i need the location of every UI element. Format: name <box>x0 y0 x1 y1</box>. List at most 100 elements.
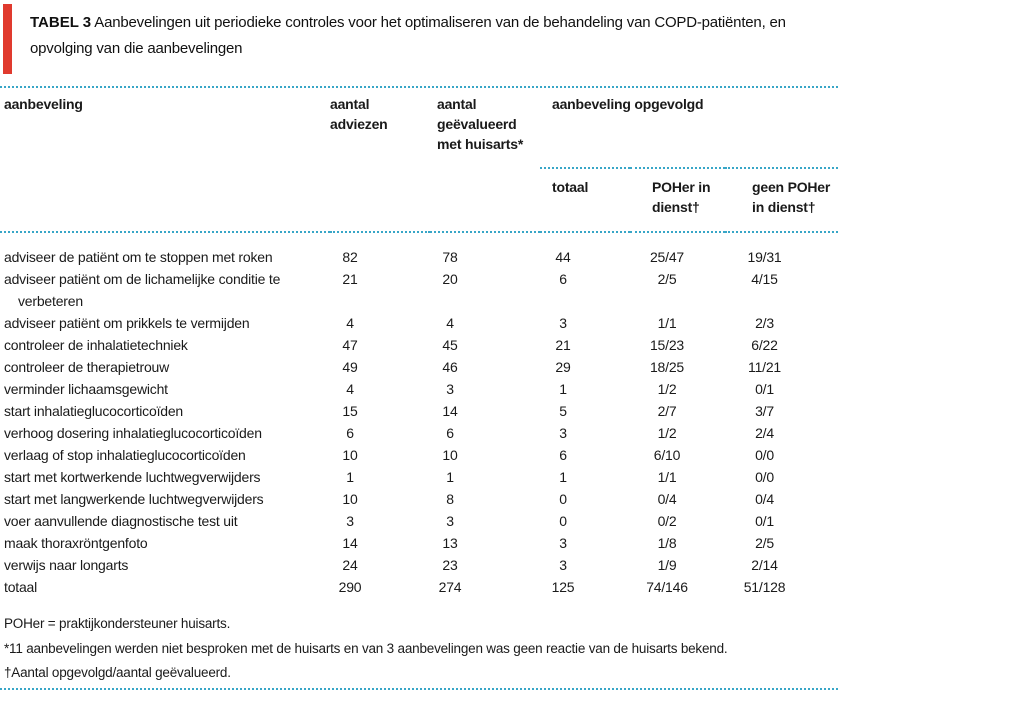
table-header: aanbeveling aantal adviezen aantal geëva… <box>0 88 839 233</box>
footnote-asterisk: *11 aanbevelingen werden niet besproken … <box>4 640 728 656</box>
row-value-aantal_adviezen: 24 <box>342 557 358 573</box>
row-value-totaal: 0 <box>559 491 567 507</box>
row-value-geen_poher_in_dienst: 2/5 <box>755 535 774 551</box>
row-value-geen_poher_in_dienst: 0/1 <box>755 381 774 397</box>
row-label: voer aanvullende diagnostische test uit <box>4 513 238 529</box>
col-header-aantal-adviezen: aantal adviezen <box>330 88 430 233</box>
row-label: verhoog dosering inhalatieglucocorticoïd… <box>4 425 262 441</box>
row-value-geen_poher_in_dienst: 0/0 <box>755 469 774 485</box>
row-value-totaal: 21 <box>555 337 571 353</box>
row-value-aantal_geevalueerd: 274 <box>438 579 462 595</box>
table-footnotes: POHer = praktijkondersteuner huisarts. *… <box>4 612 1014 686</box>
row-label: start met langwerkende luchtwegverwijder… <box>4 491 264 507</box>
table-row: adviseer patiënt om de lichamelijke cond… <box>0 268 838 312</box>
row-value-aantal_adviezen: 10 <box>342 491 358 507</box>
row-value-poher_in_dienst: 1/8 <box>657 535 677 551</box>
row-value-poher_in_dienst: 1/2 <box>657 381 677 397</box>
col-header-aantal-geevalueerd: aantal geëvalueerd met huisarts* <box>430 88 540 233</box>
row-label: verwijs naar longarts <box>4 557 129 573</box>
row-value-geen_poher_in_dienst: 2/3 <box>755 315 774 331</box>
row-value-geen_poher_in_dienst: 0/1 <box>755 513 774 529</box>
row-value-poher_in_dienst: 25/47 <box>649 249 685 265</box>
table-row: maak thoraxröntgenfoto 14 13 3 1/8 2/5 <box>0 532 838 554</box>
table-row: voer aanvullende diagnostische test uit 3… <box>0 510 838 532</box>
table-row: controleer de inhalatietechniek 47 45 21 15/… <box>0 334 838 356</box>
row-label: maak thoraxröntgenfoto <box>4 535 148 551</box>
row-value-aantal_geevalueerd: 23 <box>442 557 458 573</box>
row-value-aantal_adviezen: 10 <box>342 447 358 463</box>
row-value-poher_in_dienst: 0/4 <box>657 491 677 507</box>
row-value-totaal: 0 <box>559 513 567 529</box>
row-value-poher_in_dienst: 0/2 <box>657 513 677 529</box>
table-accent-bar <box>3 4 12 74</box>
divider-bottom <box>0 688 838 690</box>
row-value-totaal: 5 <box>559 403 567 419</box>
table-row: start inhalatieglucocorticoïden 15 14 5 2/7 3… <box>0 400 838 422</box>
row-value-geen_poher_in_dienst: 19/31 <box>747 249 782 265</box>
footnote-poher: POHer = praktijkondersteuner huisarts. <box>4 616 231 631</box>
row-value-aantal_adviezen: 6 <box>346 425 354 441</box>
row-value-totaal: 44 <box>555 249 571 265</box>
row-value-poher_in_dienst: 1/1 <box>657 315 677 331</box>
row-value-poher_in_dienst: 1/9 <box>657 557 677 573</box>
divider-top <box>0 86 838 88</box>
table-row: verlaag of stop inhalatieglucocorticoïde… <box>0 444 838 466</box>
row-value-poher_in_dienst: 2/7 <box>657 403 677 419</box>
table-row: totaal 290 274 125 74/146 51/128 <box>0 576 838 598</box>
row-value-geen_poher_in_dienst: 2/4 <box>755 425 774 441</box>
table-body: adviseer de patiënt om te stoppen met ro… <box>0 232 838 598</box>
copd-aanbevelingen-table: aanbeveling aantal adviezen aantal geëva… <box>0 88 839 598</box>
table-title-text: Aanbevelingen uit periodieke controles v… <box>30 14 786 57</box>
row-label: adviseer patiënt om prikkels te vermijde… <box>4 315 250 331</box>
row-value-geen_poher_in_dienst: 0/0 <box>755 447 774 463</box>
row-value-poher_in_dienst: 6/10 <box>653 447 681 463</box>
table-row: verwijs naar longarts 24 23 3 1/9 2/14 <box>0 554 838 576</box>
col-header-geen-poher-in-dienst: geen POHer in dienst† <box>725 168 839 233</box>
row-label: verminder lichaamsgewicht <box>4 381 168 397</box>
row-value-aantal_geevalueerd: 45 <box>442 337 458 353</box>
row-value-geen_poher_in_dienst: 4/15 <box>751 271 778 287</box>
table-row: start met kortwerkende luchtwegverwijder… <box>0 466 838 488</box>
table-row: verhoog dosering inhalatieglucocorticoïd… <box>0 422 838 444</box>
row-value-geen_poher_in_dienst: 51/128 <box>743 579 786 595</box>
row-value-totaal: 3 <box>559 315 567 331</box>
col-header-totaal: totaal <box>540 168 630 233</box>
row-value-totaal: 6 <box>559 271 567 287</box>
row-value-aantal_adviezen: 1 <box>346 469 354 485</box>
row-value-totaal: 3 <box>559 425 567 441</box>
row-value-aantal_geevalueerd: 13 <box>442 535 458 551</box>
row-value-aantal_geevalueerd: 4 <box>446 315 454 331</box>
col-group-header-opgevolgd: aanbeveling opgevolgd <box>540 88 839 169</box>
row-value-poher_in_dienst: 15/23 <box>649 337 685 353</box>
row-value-totaal: 6 <box>559 447 567 463</box>
row-value-aantal_geevalueerd: 1 <box>446 469 454 485</box>
row-value-aantal_adviezen: 15 <box>342 403 358 419</box>
row-value-aantal_geevalueerd: 78 <box>442 249 458 265</box>
row-value-aantal_adviezen: 4 <box>346 381 354 397</box>
footnote-dagger: †Aantal opgevolgd/aantal geëvalueerd. <box>4 665 231 680</box>
row-value-totaal: 1 <box>559 381 567 397</box>
row-value-aantal_adviezen: 290 <box>338 579 362 595</box>
row-label: totaal <box>4 579 38 595</box>
table-row: adviseer de patiënt om te stoppen met ro… <box>0 232 838 268</box>
row-value-poher_in_dienst: 18/25 <box>649 359 685 375</box>
row-value-poher_in_dienst: 1/2 <box>657 425 677 441</box>
row-value-totaal: 125 <box>551 579 575 595</box>
row-value-totaal: 29 <box>555 359 571 375</box>
row-value-aantal_adviezen: 49 <box>342 359 358 375</box>
table-title: TABEL 3 Aanbevelingen uit periodieke con… <box>30 10 840 62</box>
row-value-totaal: 1 <box>559 469 567 485</box>
row-value-poher_in_dienst: 74/146 <box>646 579 688 595</box>
row-label: adviseer de patiënt om te stoppen met ro… <box>4 249 273 265</box>
row-value-aantal_adviezen: 21 <box>342 271 358 287</box>
row-value-aantal_geevalueerd: 8 <box>446 491 454 507</box>
row-label: adviseer patiënt om de lichamelijke cond… <box>4 271 281 309</box>
row-value-totaal: 3 <box>559 557 567 573</box>
row-value-totaal: 3 <box>559 535 567 551</box>
row-label: controleer de therapietrouw <box>4 359 170 375</box>
row-value-aantal_geevalueerd: 46 <box>442 359 458 375</box>
row-value-geen_poher_in_dienst: 3/7 <box>755 403 774 419</box>
col-header-aanbeveling: aanbeveling <box>0 88 330 233</box>
table-row: verminder lichaamsgewicht 4 3 1 1/2 0/1 <box>0 378 838 400</box>
